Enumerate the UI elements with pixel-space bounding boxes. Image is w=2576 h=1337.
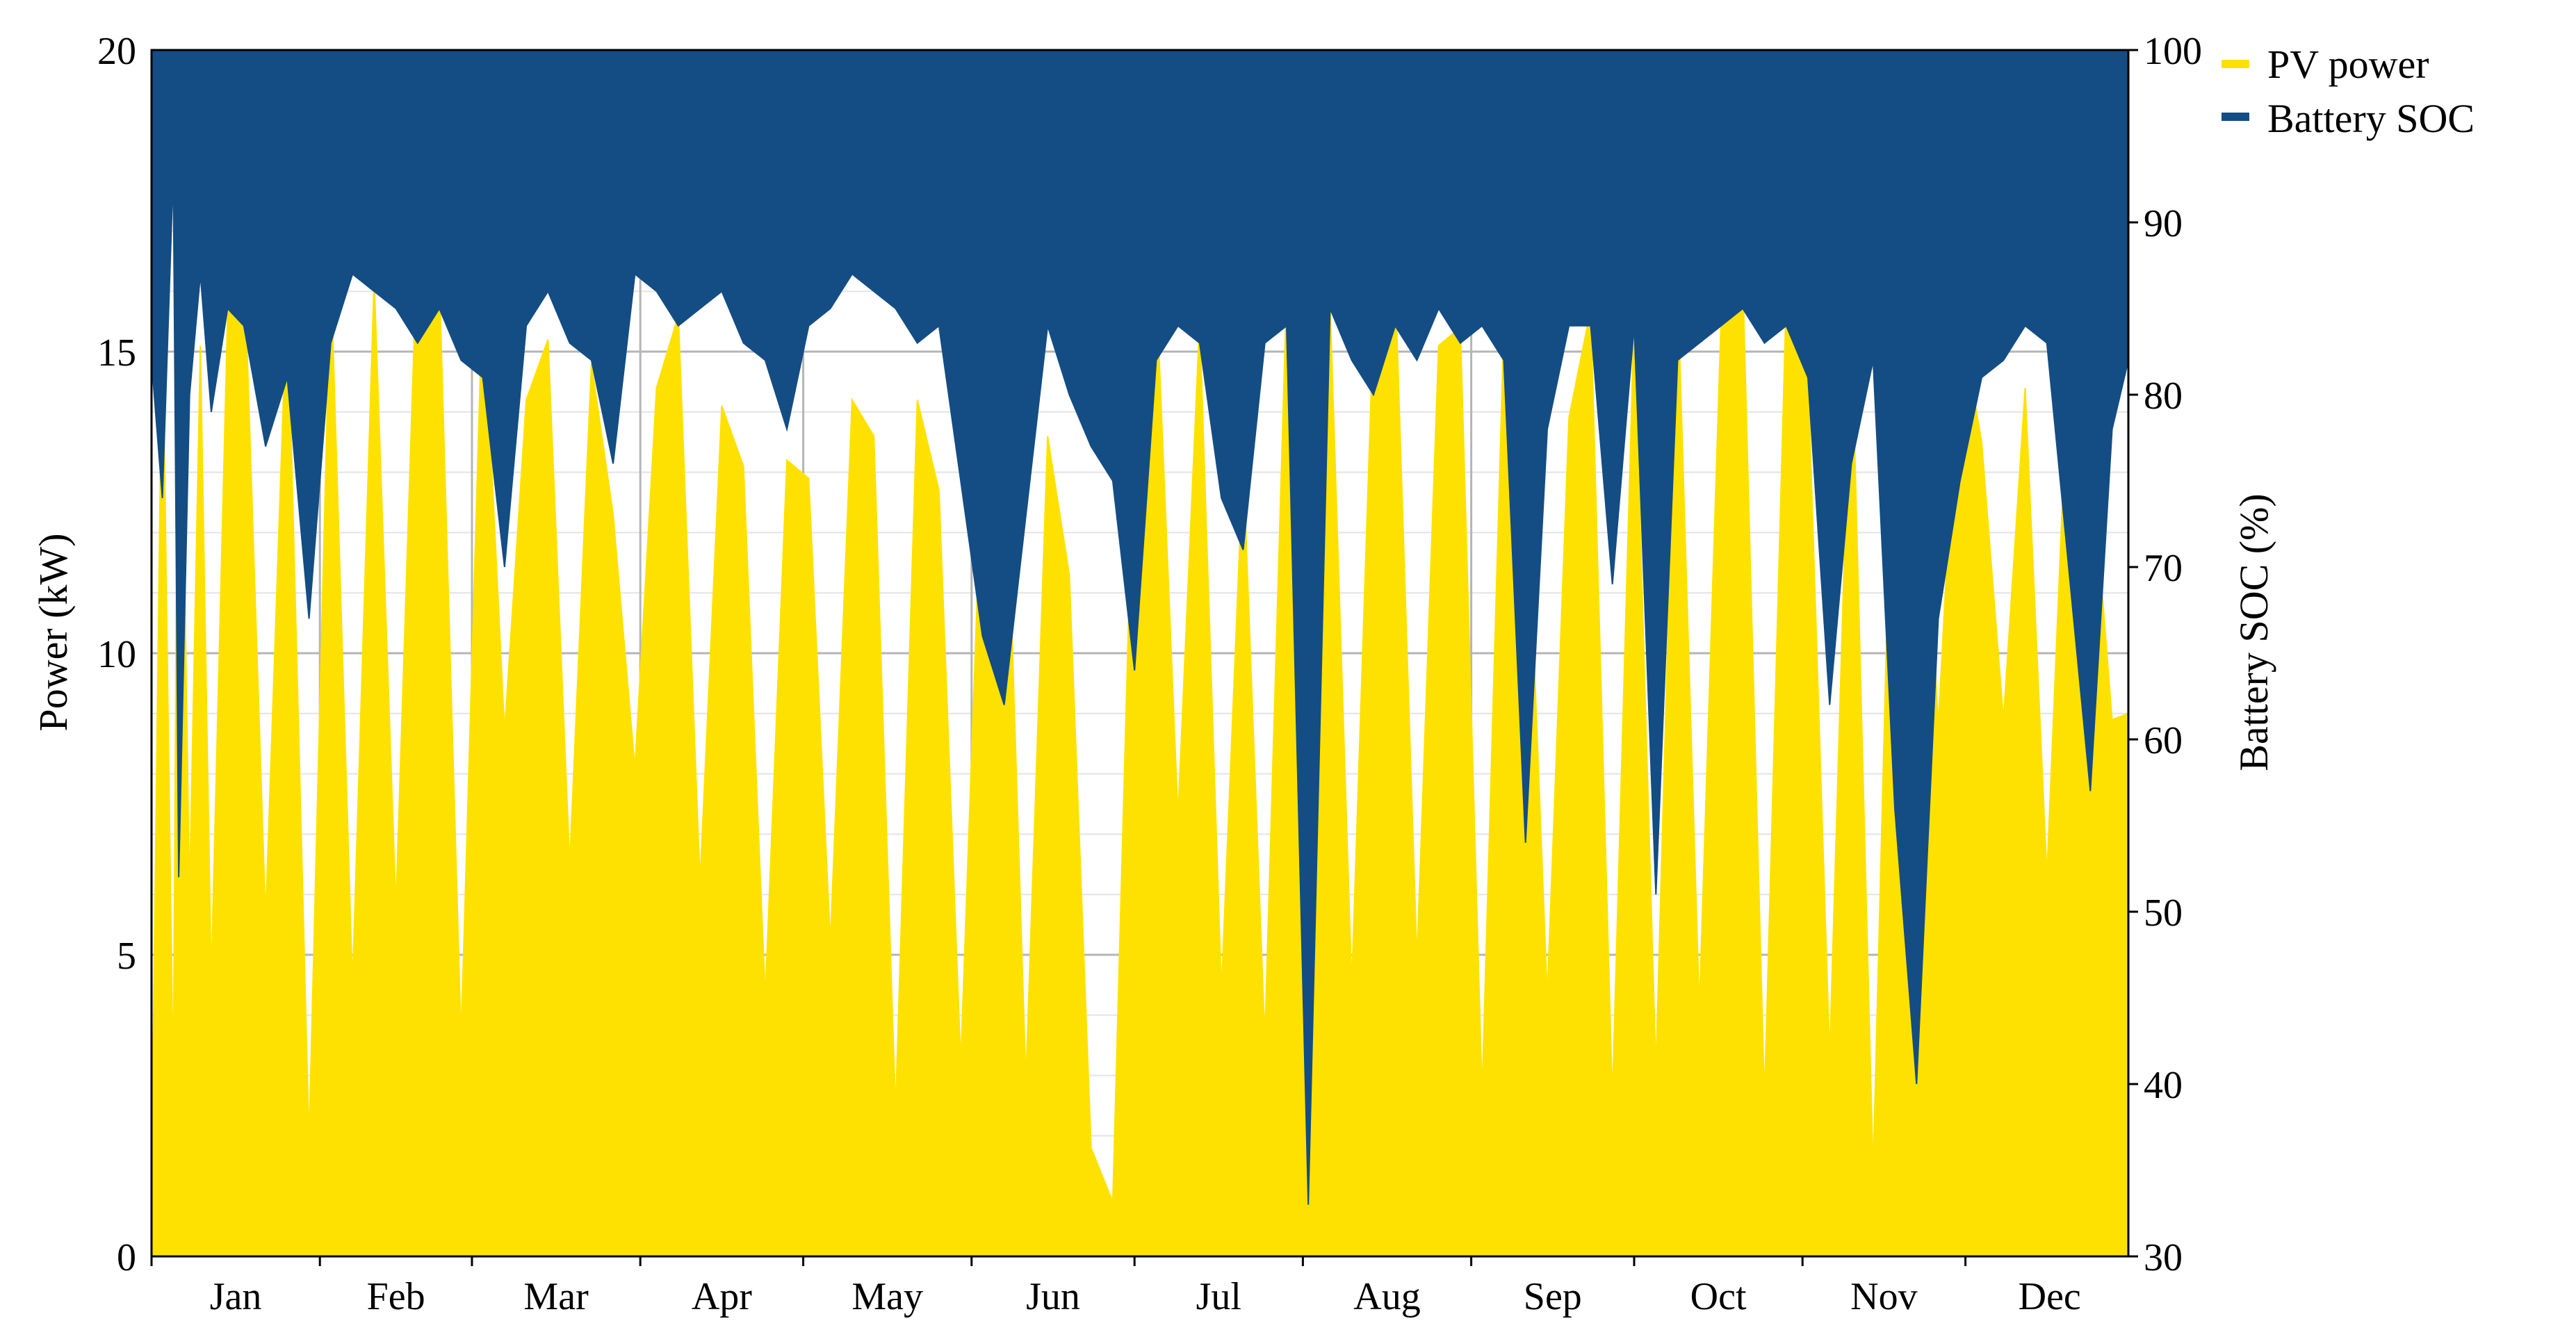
y2-tick-label: 100 — [2144, 30, 2202, 73]
x-tick-label: Sep — [1524, 1275, 1582, 1318]
legend-label-battery-soc: Battery SOC — [2267, 96, 2475, 141]
x-tick-label: Aug — [1353, 1275, 1420, 1318]
x-tick-label: Feb — [367, 1275, 425, 1318]
y-tick-label: 5 — [117, 935, 136, 978]
x-tick-label: Jan — [210, 1275, 262, 1318]
battery-soc-series — [151, 49, 2129, 1205]
y-tick-label: 20 — [97, 30, 136, 73]
battery-soc-area — [151, 49, 2129, 1205]
x-tick-label: Nov — [1850, 1275, 1917, 1318]
y-tick-label: 15 — [97, 331, 136, 375]
plot-frame — [150, 49, 2130, 1258]
y2-tick-label: 90 — [2144, 202, 2183, 245]
x-axis-ticks: Jan Feb Mar Apr May Jun Jul Aug Sep Oct Nov Dec — [150, 1256, 2081, 1318]
y-tick-label: 10 — [97, 633, 136, 676]
axes — [150, 49, 2130, 1258]
y2-tick-label: 60 — [2144, 719, 2183, 762]
pv-power-series — [151, 200, 2129, 1257]
y-axis-ticks: 0 5 10 15 20 — [97, 30, 136, 1279]
x-tick-label: Apr — [692, 1275, 752, 1318]
x-tick-label: Dec — [2019, 1275, 2081, 1318]
pv-power-area — [151, 200, 2129, 1257]
legend: PV power Battery SOC — [2222, 42, 2475, 141]
y2-tick-label: 80 — [2144, 375, 2183, 418]
legend-label-pv-power: PV power — [2267, 42, 2429, 87]
y-axis-title: Power (kW) — [31, 533, 76, 731]
y-tick-label: 0 — [117, 1236, 136, 1279]
y2-axis-title: Battery SOC (%) — [2231, 493, 2276, 771]
y2-axis-ticks: 30 40 50 60 70 80 90 100 — [2128, 30, 2202, 1279]
x-tick-label: Oct — [1690, 1275, 1747, 1318]
y2-tick-label: 40 — [2144, 1064, 2183, 1107]
x-tick-label: Mar — [523, 1275, 589, 1318]
y2-tick-label: 30 — [2144, 1236, 2183, 1279]
x-tick-label: Jun — [1026, 1275, 1080, 1318]
y2-tick-label: 50 — [2144, 892, 2183, 935]
legend-swatch-pv-power — [2222, 60, 2249, 68]
x-tick-label: May — [851, 1275, 923, 1318]
y2-tick-label: 70 — [2144, 547, 2183, 590]
x-tick-label: Jul — [1196, 1275, 1241, 1318]
legend-swatch-battery-soc — [2222, 113, 2249, 121]
